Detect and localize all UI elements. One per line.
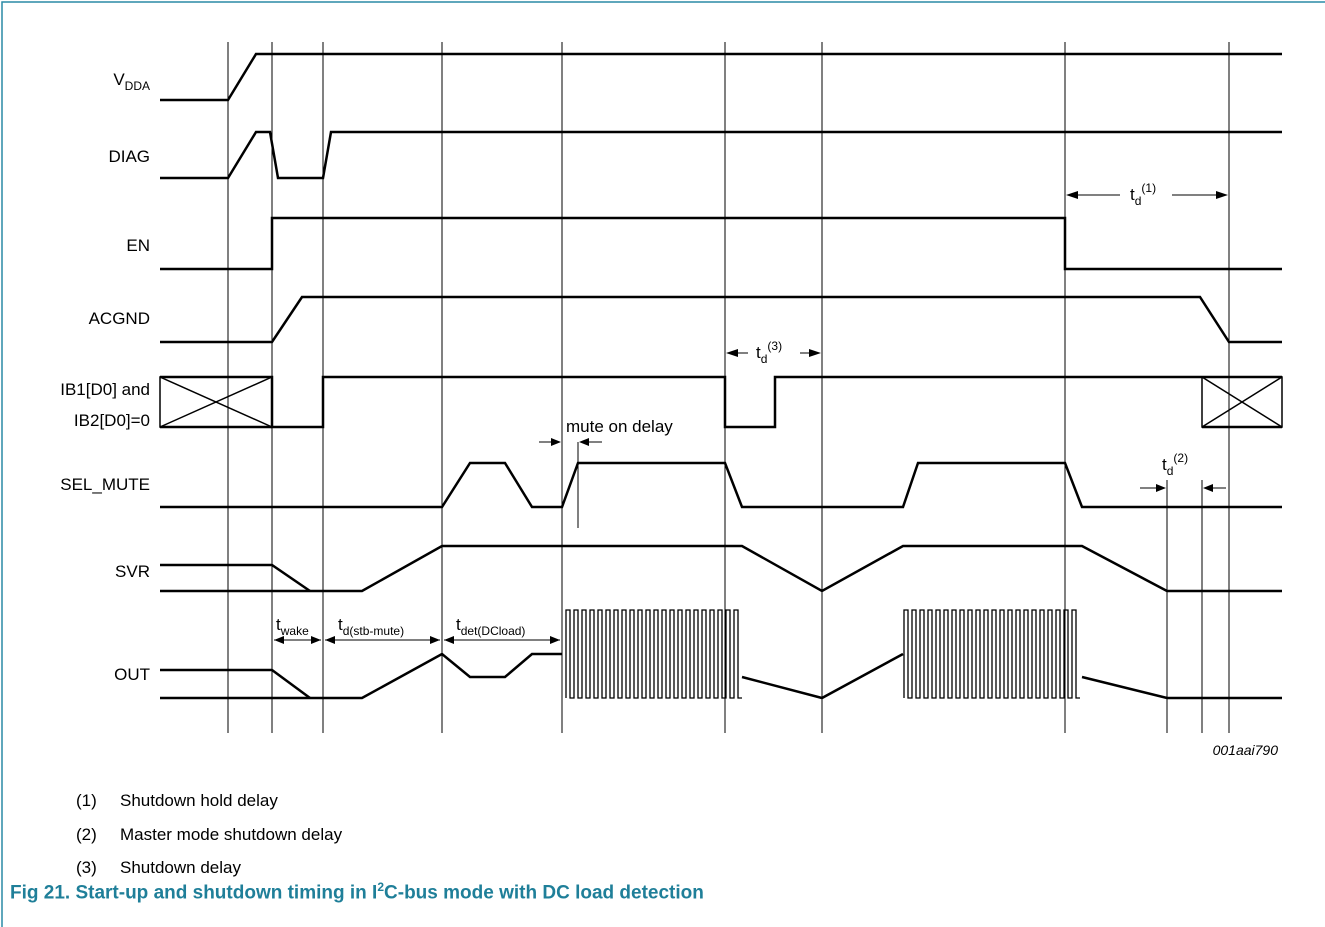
td1-annotation: td(1)	[1066, 181, 1228, 208]
figure-id: 001aai790	[1213, 742, 1279, 758]
svg-text:td(2): td(2)	[1162, 451, 1188, 478]
out-waveform-end	[1081, 675, 1282, 700]
note-3: (3) Shutdown delay	[76, 858, 241, 877]
diag-waveform	[160, 130, 1282, 180]
acgnd-label: ACGND	[89, 309, 150, 328]
en-label: EN	[126, 236, 150, 255]
svg-text:tdet(DCload): tdet(DCload)	[456, 615, 525, 638]
svg-text:mute on delay: mute on delay	[566, 417, 673, 436]
figure-caption: Fig 21. Start-up and shutdown timing in …	[10, 880, 704, 904]
ib-label-line1: IB1[D0] and	[60, 380, 150, 399]
td2-annotation: td(2)	[1140, 451, 1226, 492]
out-switching-bursts	[565, 609, 1080, 699]
ib-waveform	[160, 375, 1202, 429]
out-waveform	[160, 652, 562, 700]
svg-text:td(1): td(1)	[1130, 181, 1156, 208]
vdda-label: VDDA	[113, 70, 150, 93]
svr-waveform-top	[160, 563, 311, 593]
twake-annotation: twake	[274, 615, 321, 644]
svg-text:td(3): td(3)	[756, 339, 782, 366]
svr-label: SVR	[115, 562, 150, 581]
signal-labels: VDDA DIAG EN ACGND IB1[D0] and IB2[D0]=0…	[60, 70, 150, 684]
acgnd-waveform	[160, 295, 1282, 344]
svr-waveform	[160, 544, 1282, 593]
vdda-waveform	[160, 52, 1282, 102]
out-burst-1	[565, 609, 742, 699]
en-waveform	[160, 216, 1282, 271]
svg-text:td(stb-mute): td(stb-mute)	[338, 615, 404, 638]
td-stb-mute-annotation: td(stb-mute)	[325, 615, 440, 644]
out-waveform-top	[160, 668, 311, 700]
td3-annotation: td(3)	[726, 339, 821, 366]
diag-label: DIAG	[108, 147, 150, 166]
ib-label-line2: IB2[D0]=0	[74, 411, 150, 430]
out-burst-2	[903, 609, 1080, 699]
note-2: (2) Master mode shutdown delay	[76, 825, 343, 844]
out-label: OUT	[114, 665, 150, 684]
out-waveform-mid	[741, 652, 904, 700]
sel-mute-waveform	[160, 461, 1282, 509]
mute-on-delay-annotation: mute on delay	[539, 417, 673, 528]
note-1: (1) Shutdown hold delay	[76, 791, 278, 810]
svg-text:twake: twake	[276, 615, 309, 638]
sel-mute-label: SEL_MUTE	[60, 475, 150, 494]
ib-undefined-marks	[159, 376, 1283, 428]
tdet-dcload-annotation: tdet(DCload)	[444, 615, 560, 644]
